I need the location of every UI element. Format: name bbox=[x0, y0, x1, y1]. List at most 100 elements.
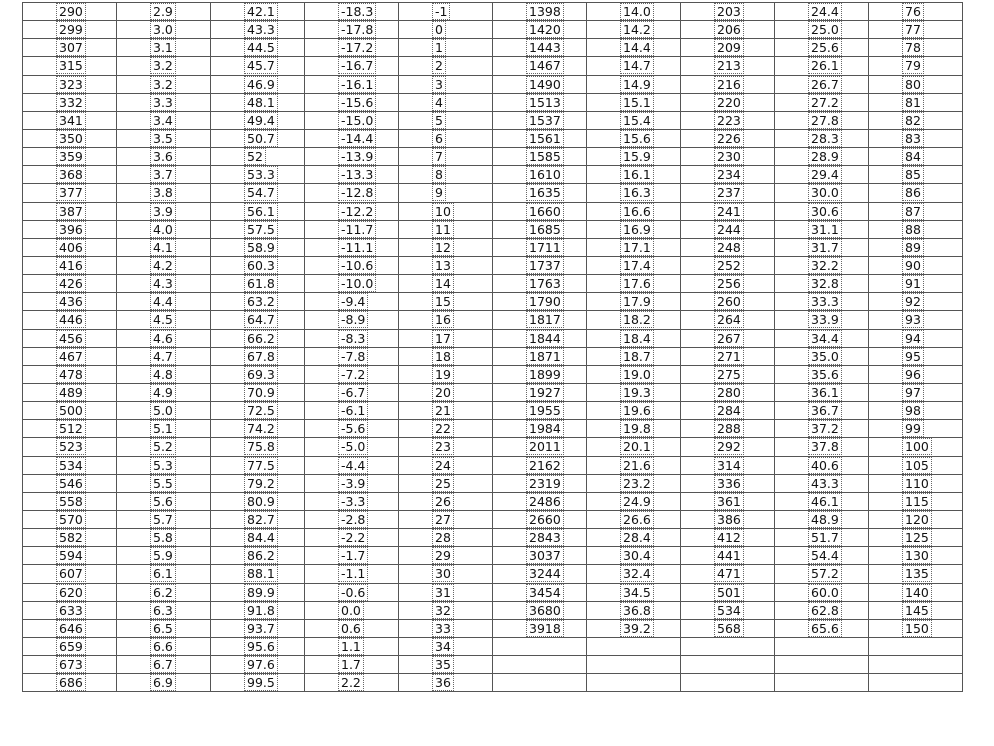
table-cell bbox=[774, 673, 869, 693]
table-cell: 336 bbox=[680, 473, 775, 493]
cell-value: 19.3 bbox=[620, 384, 654, 402]
cell-value: 5.0 bbox=[150, 402, 176, 420]
cell-value: 307 bbox=[56, 39, 86, 57]
table-row: 523 5.2 75.8 -5.0 23 2011 20.1 292 37.8 100 bbox=[22, 437, 963, 457]
cell-value: 1711 bbox=[526, 238, 564, 256]
cell-value: -16.7 bbox=[338, 57, 377, 75]
table-cell: 18.4 bbox=[586, 328, 681, 348]
cell-value: 97 bbox=[902, 384, 924, 402]
cell-value: 46.1 bbox=[808, 492, 842, 510]
table-cell: -17.8 bbox=[304, 20, 399, 40]
cell-value: 1635 bbox=[526, 184, 564, 202]
cell-value: -11.1 bbox=[338, 238, 377, 256]
cell-value: 10 bbox=[432, 202, 454, 220]
table-cell: 76 bbox=[868, 1, 963, 22]
table-cell: 16.9 bbox=[586, 219, 681, 239]
cell-value: 97.6 bbox=[244, 656, 278, 674]
cell-value: 26.6 bbox=[620, 511, 654, 528]
cell-value: 15 bbox=[432, 293, 454, 311]
table-row: 446 4.5 64.7 -8.9 16 1817 18.2 264 33.9 93 bbox=[22, 310, 963, 330]
table-cell: 77.5 bbox=[210, 455, 305, 475]
cell-value: 98 bbox=[902, 402, 924, 420]
table-cell: 332 bbox=[22, 92, 117, 112]
cell-value: 14.7 bbox=[620, 57, 654, 75]
table-cell: 4.8 bbox=[116, 364, 211, 384]
cell-value: 7 bbox=[432, 148, 446, 166]
table-cell: 267 bbox=[680, 328, 775, 348]
cell-value: 646 bbox=[56, 619, 86, 637]
table-cell: -6.7 bbox=[304, 382, 399, 403]
table-cell: 32.4 bbox=[586, 564, 681, 584]
table-cell: 120 bbox=[868, 509, 963, 530]
cell-value: 220 bbox=[714, 93, 744, 111]
cell-value: 36.7 bbox=[808, 402, 842, 420]
cell-value: 4 bbox=[432, 93, 446, 111]
table-cell: 50.7 bbox=[210, 128, 305, 149]
table-cell: 30.4 bbox=[586, 546, 681, 566]
table-cell: 28.3 bbox=[774, 128, 869, 149]
cell-value: 15.6 bbox=[620, 130, 654, 148]
cell-value: -4.4 bbox=[338, 456, 369, 474]
cell-value: 145 bbox=[902, 601, 932, 619]
cell-value: 30.4 bbox=[620, 547, 654, 565]
table-row: 323 3.2 46.9 -16.1 3 1490 14.9 216 26.7 80 bbox=[22, 74, 963, 94]
table-cell: 115 bbox=[868, 491, 963, 511]
table-cell: 386 bbox=[680, 509, 775, 530]
cell-value: 534 bbox=[714, 601, 744, 619]
cell-value: 6.5 bbox=[150, 619, 176, 637]
table-cell: 14 bbox=[398, 274, 493, 294]
table-cell: 87 bbox=[868, 201, 963, 221]
cell-value: 13 bbox=[432, 257, 454, 275]
cell-value: 2.9 bbox=[150, 3, 176, 21]
table-cell: 24.4 bbox=[774, 1, 869, 22]
table-cell: 646 bbox=[22, 618, 117, 638]
cell-value: 15.1 bbox=[620, 93, 654, 111]
cell-value: 489 bbox=[56, 384, 86, 402]
cell-value: -17.8 bbox=[338, 21, 377, 39]
table-cell: 368 bbox=[22, 165, 117, 185]
cell-value: 3037 bbox=[526, 547, 564, 565]
table-cell: 145 bbox=[868, 600, 963, 620]
table-cell: 416 bbox=[22, 255, 117, 276]
table-cell: 6.1 bbox=[116, 564, 211, 584]
table-cell: -7.2 bbox=[304, 364, 399, 384]
table-row: 534 5.3 77.5 -4.4 24 2162 21.6 314 40.6 105 bbox=[22, 455, 963, 475]
cell-value: 30.0 bbox=[808, 184, 842, 202]
table-row: 500 5.0 72.5 -6.1 21 1955 19.6 284 36.7 98 bbox=[22, 401, 963, 421]
table-cell: 92 bbox=[868, 292, 963, 312]
table-row: 359 3.6 52 -13.9 7 1585 15.9 230 28.9 84 bbox=[22, 147, 963, 167]
cell-value: 80.9 bbox=[244, 492, 278, 510]
table-cell: 83 bbox=[868, 128, 963, 149]
table-cell: 125 bbox=[868, 528, 963, 548]
table-row: 646 6.5 93.7 0.6 33 3918 39.2 568 65.6 150 bbox=[22, 618, 963, 638]
cell-value: 29 bbox=[432, 547, 454, 565]
table-cell: 86 bbox=[868, 183, 963, 203]
cell-value: 58.9 bbox=[244, 238, 278, 256]
table-cell: 284 bbox=[680, 401, 775, 421]
cell-value: 51.7 bbox=[808, 529, 842, 547]
cell-value: 323 bbox=[56, 75, 86, 93]
cell-value: -14.4 bbox=[338, 130, 377, 148]
table-cell: 377 bbox=[22, 183, 117, 203]
cell-value: 65.6 bbox=[808, 619, 842, 637]
table-cell: 14.7 bbox=[586, 56, 681, 76]
table-cell: 130 bbox=[868, 546, 963, 566]
cell-value: 105 bbox=[902, 456, 932, 474]
cell-value: 686 bbox=[56, 674, 86, 692]
table-cell: 65.6 bbox=[774, 618, 869, 638]
cell-value: 29.4 bbox=[808, 166, 842, 184]
table-cell: 17.9 bbox=[586, 292, 681, 312]
cell-value: 16 bbox=[432, 311, 454, 329]
cell-value: 23.2 bbox=[620, 474, 654, 492]
cell-value: 3.0 bbox=[150, 21, 176, 39]
cell-value: 290 bbox=[56, 3, 86, 21]
table-cell: 19.6 bbox=[586, 401, 681, 421]
cell-value: 90 bbox=[902, 257, 924, 275]
table-row: 406 4.1 58.9 -11.1 12 1711 17.1 248 31.7 89 bbox=[22, 237, 963, 257]
table-cell: 99.5 bbox=[210, 673, 305, 693]
cell-value: 88 bbox=[902, 220, 924, 238]
table-cell: 15.4 bbox=[586, 110, 681, 130]
table-cell: 1610 bbox=[492, 165, 587, 185]
cell-value: 35.6 bbox=[808, 365, 842, 383]
table-cell: 292 bbox=[680, 437, 775, 457]
